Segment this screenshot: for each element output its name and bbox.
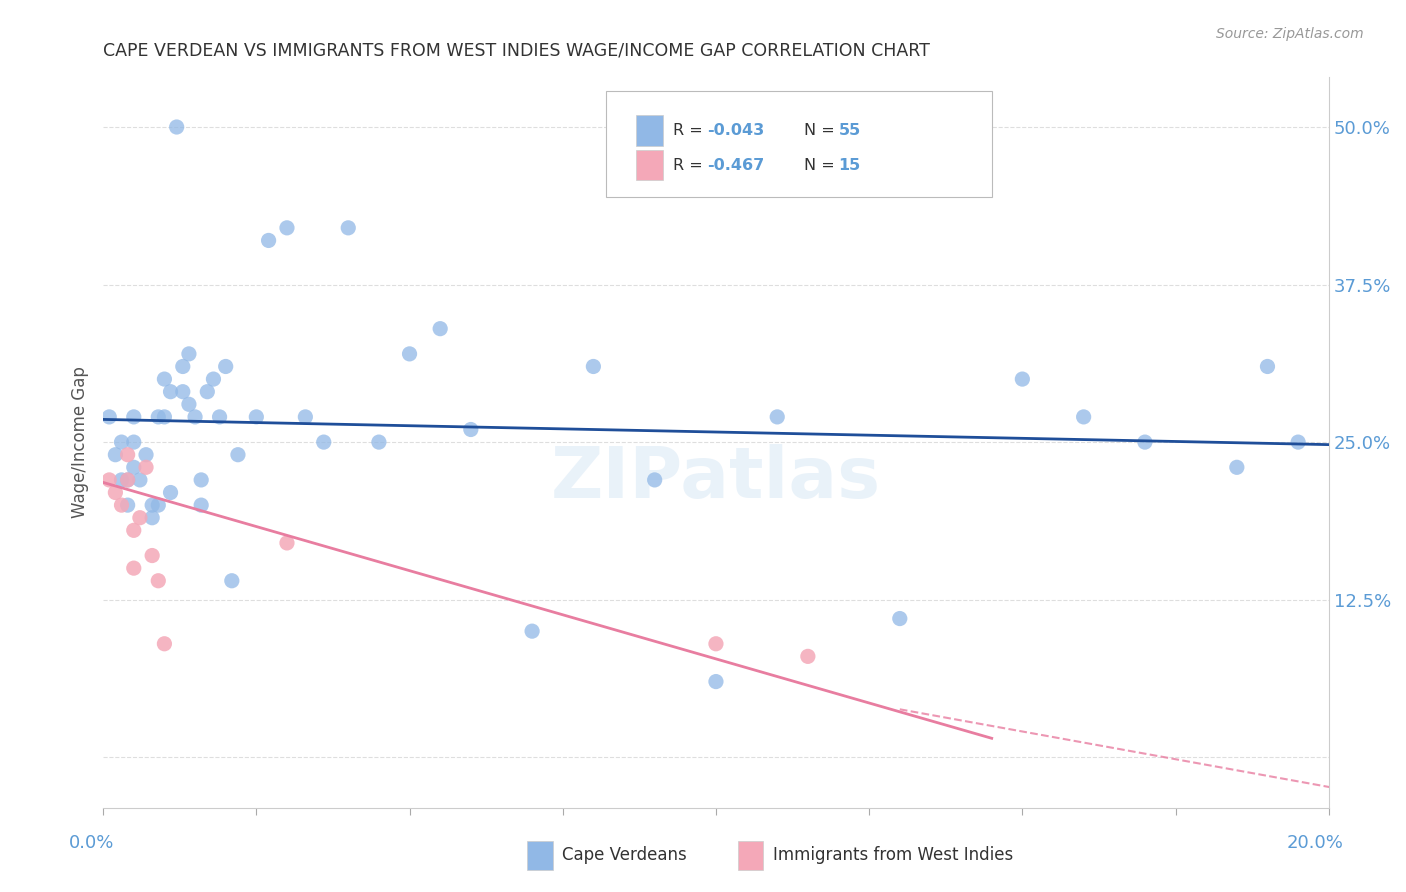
Point bbox=[889, 611, 911, 625]
Point bbox=[245, 409, 267, 424]
Text: N =: N = bbox=[804, 123, 839, 138]
Text: Source: ZipAtlas.com: Source: ZipAtlas.com bbox=[1216, 27, 1364, 41]
Point bbox=[135, 448, 157, 462]
Text: R =: R = bbox=[673, 123, 709, 138]
Point bbox=[104, 485, 127, 500]
Point bbox=[202, 372, 225, 386]
Point bbox=[276, 220, 298, 235]
Point bbox=[1011, 372, 1033, 386]
Point bbox=[166, 120, 188, 134]
Text: 55: 55 bbox=[838, 123, 860, 138]
Text: 15: 15 bbox=[838, 158, 860, 172]
Point bbox=[398, 347, 420, 361]
FancyBboxPatch shape bbox=[637, 150, 664, 180]
Point bbox=[153, 372, 176, 386]
Y-axis label: Wage/Income Gap: Wage/Income Gap bbox=[72, 367, 89, 518]
Point bbox=[98, 409, 121, 424]
Point bbox=[98, 473, 121, 487]
Point bbox=[122, 435, 145, 450]
Point bbox=[177, 397, 200, 411]
Point bbox=[177, 347, 200, 361]
Point bbox=[172, 359, 194, 374]
Point bbox=[117, 473, 139, 487]
Point bbox=[766, 409, 789, 424]
Point bbox=[460, 423, 482, 437]
Point bbox=[104, 448, 127, 462]
Point bbox=[1073, 409, 1095, 424]
Point bbox=[704, 637, 727, 651]
Point bbox=[520, 624, 543, 639]
Point bbox=[122, 524, 145, 538]
Point bbox=[582, 359, 605, 374]
Point bbox=[110, 498, 132, 512]
Point bbox=[148, 409, 170, 424]
Text: 0.0%: 0.0% bbox=[69, 834, 114, 852]
Point bbox=[257, 234, 280, 248]
Point bbox=[117, 473, 139, 487]
Point bbox=[1256, 359, 1278, 374]
Point bbox=[208, 409, 231, 424]
Text: -0.467: -0.467 bbox=[707, 158, 765, 172]
Text: Cape Verdeans: Cape Verdeans bbox=[562, 847, 688, 864]
Text: -0.043: -0.043 bbox=[707, 123, 765, 138]
Point bbox=[129, 473, 152, 487]
Point bbox=[184, 409, 207, 424]
Point bbox=[117, 448, 139, 462]
Point bbox=[226, 448, 249, 462]
Point bbox=[190, 498, 212, 512]
Point bbox=[135, 460, 157, 475]
Text: N =: N = bbox=[804, 158, 839, 172]
Point bbox=[1133, 435, 1156, 450]
Point bbox=[704, 674, 727, 689]
Text: ZIPatlas: ZIPatlas bbox=[551, 444, 882, 513]
Point bbox=[153, 409, 176, 424]
Point bbox=[312, 435, 335, 450]
Point bbox=[221, 574, 243, 588]
Point bbox=[141, 498, 163, 512]
Point bbox=[276, 536, 298, 550]
Text: 20.0%: 20.0% bbox=[1286, 834, 1343, 852]
Point bbox=[644, 473, 666, 487]
Point bbox=[148, 498, 170, 512]
Point bbox=[129, 510, 152, 524]
Point bbox=[122, 561, 145, 575]
Point bbox=[117, 498, 139, 512]
Point bbox=[122, 409, 145, 424]
Point bbox=[294, 409, 316, 424]
Point bbox=[172, 384, 194, 399]
Point bbox=[215, 359, 238, 374]
Point bbox=[110, 473, 132, 487]
Point bbox=[1286, 435, 1309, 450]
Point bbox=[367, 435, 389, 450]
Point bbox=[337, 220, 360, 235]
Point bbox=[110, 435, 132, 450]
Point bbox=[148, 574, 170, 588]
Point bbox=[159, 384, 181, 399]
Point bbox=[797, 649, 820, 664]
FancyBboxPatch shape bbox=[606, 91, 991, 197]
Text: R =: R = bbox=[673, 158, 709, 172]
Text: CAPE VERDEAN VS IMMIGRANTS FROM WEST INDIES WAGE/INCOME GAP CORRELATION CHART: CAPE VERDEAN VS IMMIGRANTS FROM WEST IND… bbox=[103, 42, 929, 60]
Text: Immigrants from West Indies: Immigrants from West Indies bbox=[773, 847, 1014, 864]
Point bbox=[122, 460, 145, 475]
Point bbox=[153, 637, 176, 651]
Point bbox=[429, 321, 451, 335]
Point bbox=[141, 549, 163, 563]
Point bbox=[1226, 460, 1249, 475]
Point bbox=[141, 510, 163, 524]
Point bbox=[190, 473, 212, 487]
FancyBboxPatch shape bbox=[637, 115, 664, 146]
Point bbox=[195, 384, 218, 399]
Point bbox=[159, 485, 181, 500]
